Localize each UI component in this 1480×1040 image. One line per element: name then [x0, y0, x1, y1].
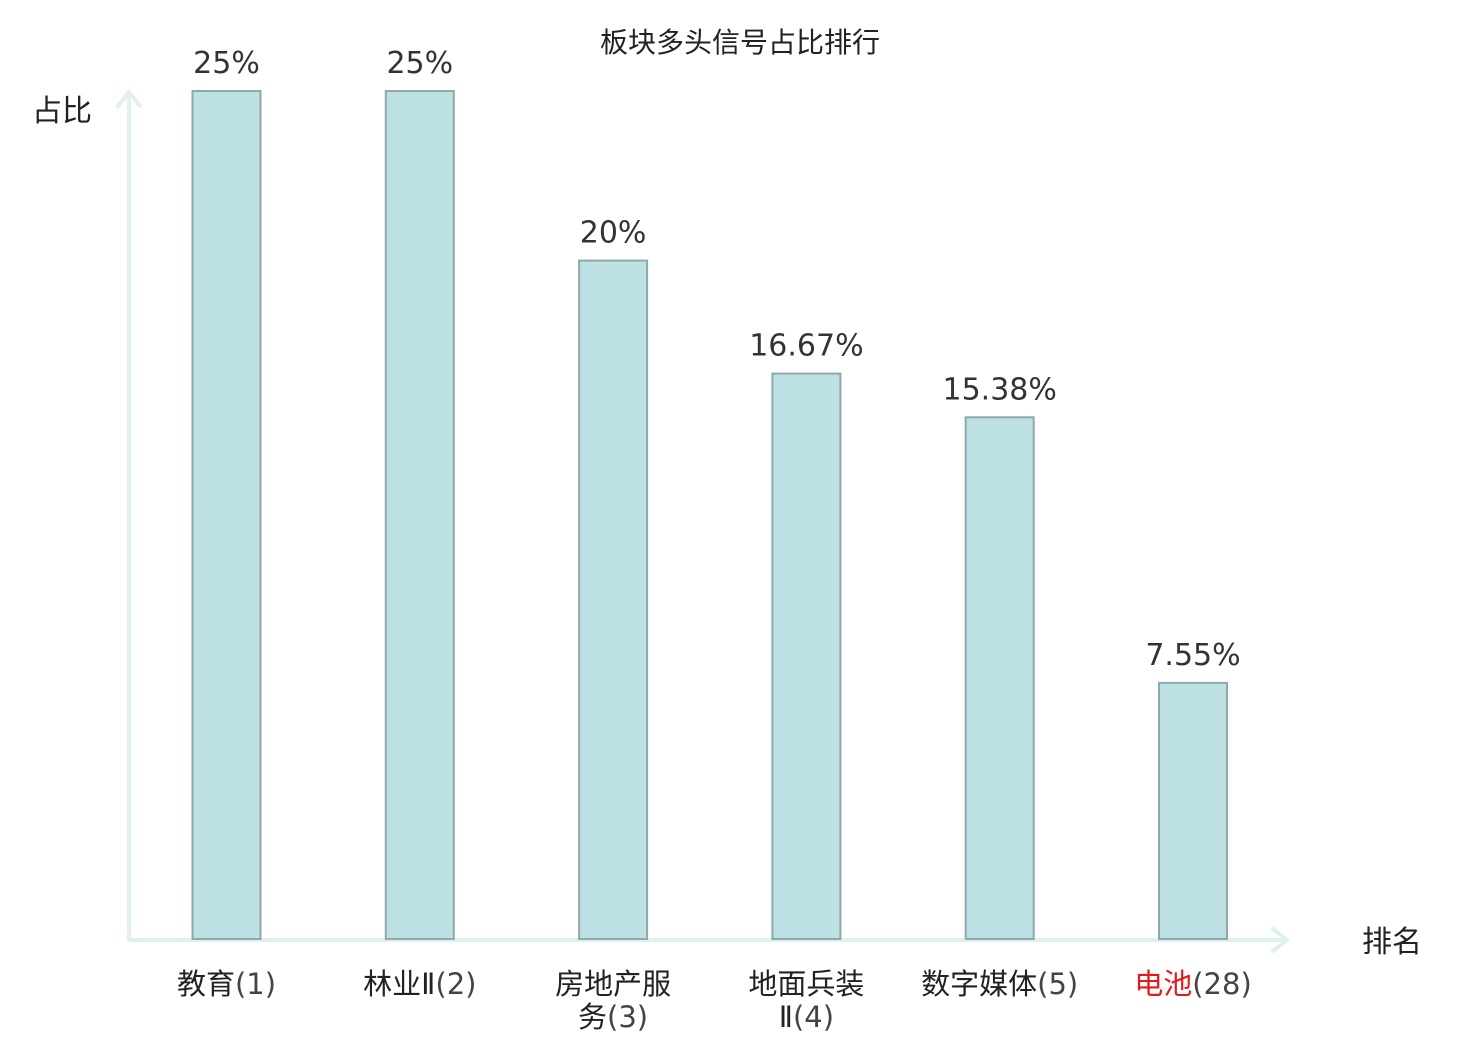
- value-labels-group: 25% 25% 20% 16.67% 15.38% 7.55%: [193, 46, 1241, 673]
- chart-title: 板块多头信号占比排行: [600, 26, 880, 59]
- category-labels-group: 教育(1) 林业Ⅱ(2) 房地产服务(3) 地面兵装 Ⅱ(4) 数字媒体(5) 电池(28): [177, 967, 1252, 1034]
- category-name-part: Ⅱ: [779, 1000, 793, 1034]
- category-label-3: 房地产服务(3): [555, 967, 671, 1034]
- bar-6: [1158, 681, 1228, 941]
- value-label-4: 16.67%: [749, 329, 863, 364]
- y-axis-line: [116, 90, 142, 942]
- bar-2: [384, 90, 455, 940]
- category-name-part: 林业Ⅱ: [363, 967, 435, 1001]
- category-rank: (3): [607, 1000, 648, 1034]
- category-rank: (5): [1037, 967, 1078, 1001]
- bar-4: [771, 372, 842, 941]
- category-rank: (28): [1192, 967, 1252, 1001]
- category-rank: (2): [435, 967, 476, 1001]
- bar-1: [191, 90, 262, 940]
- bars-group: [191, 90, 1228, 941]
- category-label-4: 地面兵装 Ⅱ(4): [748, 967, 864, 1034]
- category-name-part: 数字媒体: [921, 967, 1037, 1001]
- value-label-3: 20%: [580, 216, 647, 251]
- x-axis-label: 排名: [1362, 925, 1422, 960]
- category-name-part: 务: [578, 1000, 607, 1034]
- category-rank: (1): [235, 967, 276, 1001]
- x-axis-line: [127, 927, 1289, 953]
- value-label-2: 25%: [386, 46, 453, 81]
- category-label-5: 数字媒体(5): [921, 967, 1078, 1001]
- bar-5: [964, 416, 1035, 940]
- category-name-part: 电池: [1134, 967, 1192, 1001]
- value-label-5: 15.38%: [943, 372, 1057, 407]
- category-name-part: 教育: [177, 967, 235, 1001]
- y-axis-label: 占比: [32, 94, 92, 129]
- category-label-1: 教育(1): [177, 967, 276, 1001]
- value-label-6: 7.55%: [1145, 638, 1240, 673]
- category-label-6: 电池(28): [1134, 967, 1252, 1001]
- category-rank: (4): [793, 1000, 834, 1034]
- category-label-2: 林业Ⅱ(2): [363, 967, 476, 1001]
- bar-3: [578, 259, 649, 941]
- axes: [116, 90, 1289, 953]
- category-name-part: 地面兵装: [748, 967, 864, 1001]
- value-label-1: 25%: [193, 46, 260, 81]
- category-name-part: 房地产服: [555, 967, 671, 1001]
